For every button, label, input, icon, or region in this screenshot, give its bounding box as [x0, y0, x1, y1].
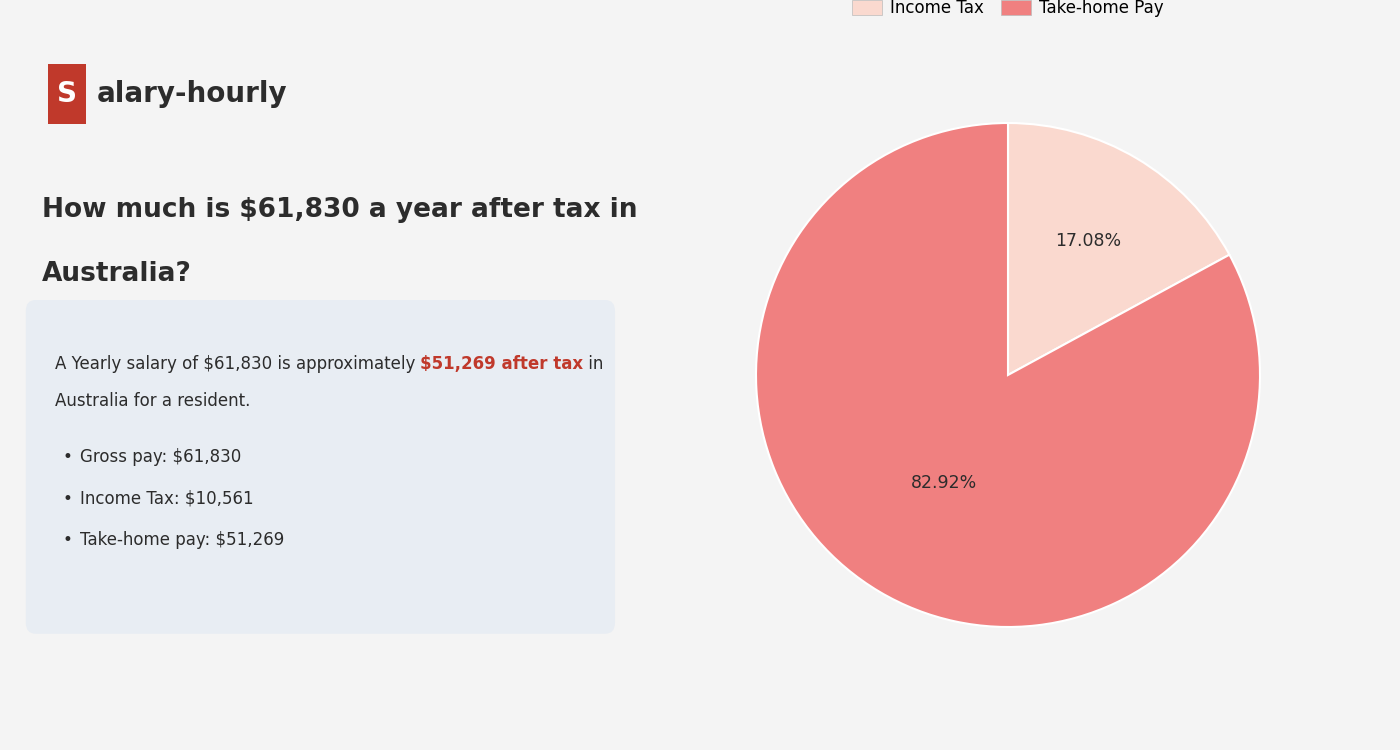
Text: Take-home pay: $51,269: Take-home pay: $51,269: [81, 531, 284, 549]
Text: How much is $61,830 a year after tax in: How much is $61,830 a year after tax in: [42, 197, 637, 223]
Text: •: •: [63, 448, 73, 466]
FancyBboxPatch shape: [25, 300, 615, 634]
Wedge shape: [756, 123, 1260, 627]
Text: 17.08%: 17.08%: [1054, 232, 1121, 250]
Text: 82.92%: 82.92%: [910, 474, 977, 492]
Legend: Income Tax, Take-home Pay: Income Tax, Take-home Pay: [846, 0, 1170, 24]
Text: Australia for a resident.: Australia for a resident.: [55, 392, 251, 410]
Text: •: •: [63, 531, 73, 549]
Wedge shape: [1008, 123, 1229, 375]
Text: •: •: [63, 490, 73, 508]
Text: alary-hourly: alary-hourly: [97, 80, 287, 108]
Text: Gross pay: $61,830: Gross pay: $61,830: [81, 448, 242, 466]
Text: Income Tax: $10,561: Income Tax: $10,561: [81, 490, 255, 508]
Text: $51,269 after tax: $51,269 after tax: [420, 355, 584, 373]
Text: S: S: [57, 80, 77, 108]
FancyBboxPatch shape: [48, 64, 87, 124]
Text: in: in: [584, 355, 603, 373]
Text: A Yearly salary of $61,830 is approximately: A Yearly salary of $61,830 is approximat…: [55, 355, 420, 373]
Text: Australia?: Australia?: [42, 261, 192, 286]
